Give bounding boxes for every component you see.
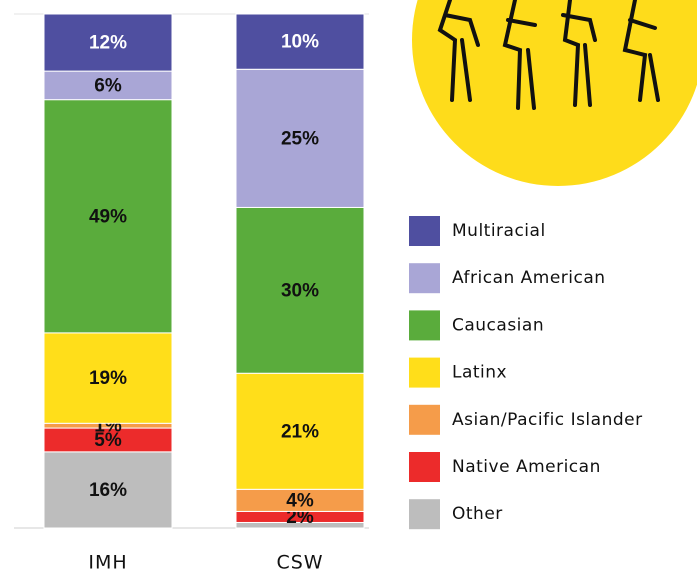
data-label: 16% (89, 480, 127, 501)
legend-swatch (409, 263, 440, 294)
x-tick-label: CSW (276, 552, 323, 572)
bar-segment (43, 332, 173, 424)
legend-label: Native American (452, 457, 601, 477)
legend-swatch (409, 216, 440, 246)
decoration (412, 0, 697, 186)
bar-segment (235, 13, 365, 70)
data-label: 49% (89, 206, 127, 227)
bar-segment (43, 70, 173, 101)
bar-segment (235, 372, 365, 490)
legend-label: African American (452, 268, 606, 288)
bar-segment (235, 206, 365, 374)
legend-label: Asian/Pacific Islander (452, 410, 643, 430)
x-tick-label: IMH (88, 552, 127, 572)
legend-label: Latinx (452, 363, 507, 383)
data-label: 6% (94, 75, 122, 96)
data-label: 30% (281, 280, 319, 301)
bar-segment (235, 68, 365, 208)
legend-label: Caucasian (452, 315, 544, 335)
data-label: 10% (281, 32, 319, 53)
bar-segment (43, 99, 173, 334)
data-label: 25% (281, 128, 319, 149)
legend-swatch (409, 310, 440, 341)
legend-label: Multiracial (452, 221, 546, 241)
legend-label: Other (452, 504, 503, 524)
data-label: 4% (286, 490, 314, 511)
figures (437, 0, 660, 110)
data-label: 12% (89, 33, 127, 54)
data-label: 21% (281, 421, 319, 442)
bar-segment (43, 451, 173, 529)
data-label: 5% (94, 430, 122, 451)
legend-swatch (409, 404, 440, 435)
legend-swatch (409, 499, 440, 530)
data-label: 2% (286, 507, 314, 528)
bar-segment (43, 13, 173, 72)
data-label: 19% (89, 368, 127, 389)
legend-swatch (409, 357, 440, 388)
legend-swatch (409, 452, 440, 482)
